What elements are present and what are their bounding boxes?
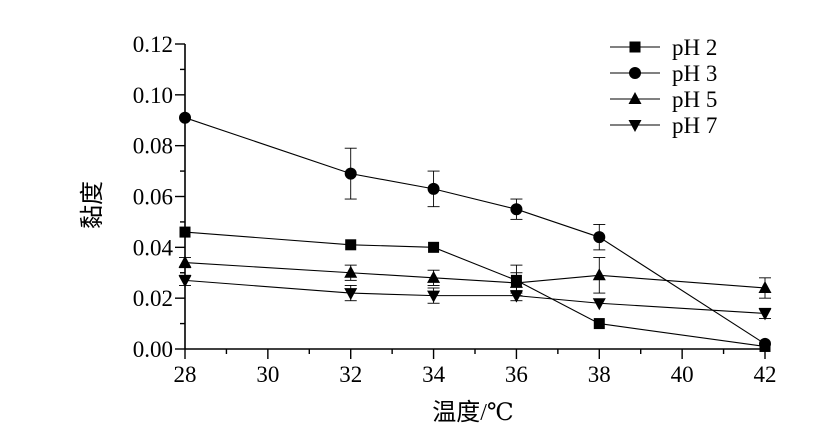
legend-item: pH 3: [610, 61, 717, 86]
legend: pH 2pH 3pH 5pH 7: [610, 35, 717, 138]
data-point: [509, 275, 523, 288]
x-tick-label: 42: [754, 362, 777, 387]
series-line: [184, 262, 766, 289]
legend-marker: [629, 67, 641, 79]
data-point: [593, 318, 605, 330]
data-point: [593, 231, 606, 244]
axes: 0.00 0.02 0.04 0.06 0.08 0.10 0.12 28 30 32 34 36 38…: [133, 32, 777, 387]
data-point: [509, 290, 523, 303]
x-tick-label: 32: [339, 362, 362, 387]
series-ph-7: [178, 274, 772, 321]
legend-marker: [628, 120, 642, 132]
y-tick-label: 0.02: [133, 286, 173, 311]
legend-marker: [628, 92, 642, 104]
data-point: [427, 290, 441, 303]
data-point: [427, 270, 441, 283]
legend-label: pH 5: [672, 87, 717, 112]
data-point: [179, 226, 191, 238]
legend-item: pH 2: [610, 35, 717, 60]
data-point: [344, 288, 358, 301]
series-layer: [178, 111, 772, 352]
legend-label: pH 7: [672, 113, 717, 138]
data-point: [344, 167, 357, 180]
data-point: [510, 203, 523, 216]
data-point: [592, 268, 606, 281]
y-tick-label: 0.06: [133, 185, 173, 210]
legend-marker: [629, 41, 641, 53]
data-point: [178, 255, 192, 268]
y-tick-label: 0.12: [133, 32, 173, 57]
legend-item: pH 7: [610, 113, 717, 138]
series-line: [184, 231, 766, 348]
data-point: [427, 182, 440, 195]
y-tick-label: 0.08: [133, 134, 173, 159]
series-line: [184, 279, 766, 314]
x-tick-label: 28: [174, 362, 197, 387]
series-line: [184, 117, 766, 345]
data-point: [592, 298, 606, 311]
x-tick-label: 38: [588, 362, 611, 387]
series-ph-3: [179, 111, 771, 350]
series-ph-2: [179, 226, 771, 352]
legend-label: pH 2: [672, 35, 717, 60]
series-ph-5: [178, 255, 772, 299]
x-tick-label: 40: [671, 362, 694, 387]
data-point: [758, 308, 772, 321]
x-axis-title: 温度/℃: [432, 399, 514, 426]
data-point: [179, 111, 191, 124]
y-tick-label: 0.00: [133, 337, 173, 362]
legend-item: pH 5: [610, 87, 717, 112]
x-tick-label: 30: [256, 362, 279, 387]
legend-label: pH 3: [672, 61, 717, 86]
data-point: [344, 265, 358, 278]
data-point: [428, 241, 440, 253]
data-point: [758, 281, 772, 293]
y-tick-label: 0.04: [133, 235, 174, 260]
data-point: [759, 337, 771, 350]
y-axis-title: 黏度: [79, 181, 106, 229]
y-tick-label: 0.10: [133, 83, 173, 108]
data-point: [345, 239, 357, 251]
x-tick-label: 36: [505, 362, 528, 387]
data-point: [178, 275, 192, 288]
x-tick-label: 34: [422, 362, 446, 387]
